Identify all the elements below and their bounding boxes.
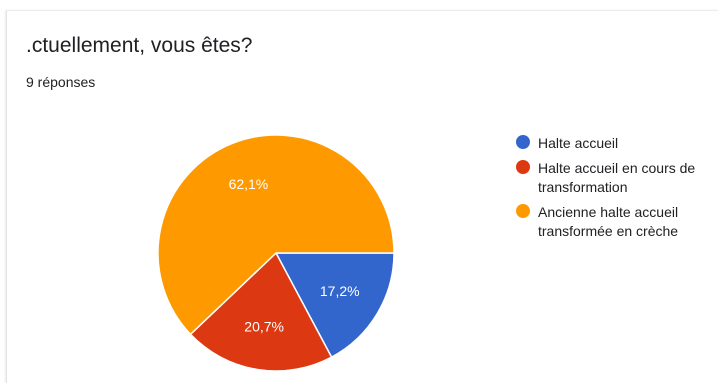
pie-slice-labels: 17,2% 20,7% 62,1% xyxy=(229,176,360,334)
legend-swatch-2 xyxy=(516,204,530,218)
pie-slice-label-2: 62,1% xyxy=(229,176,269,192)
pie-slice-label-0: 17,2% xyxy=(320,283,360,299)
legend-item-1: Halte accueil en cours de transformation xyxy=(516,159,706,197)
legend-label-2: Ancienne halte accueil transformée en cr… xyxy=(538,204,679,239)
legend-label-1: Halte accueil en cours de transformation xyxy=(538,160,696,195)
pie-slice-2 xyxy=(157,134,395,336)
legend-swatch-1 xyxy=(516,160,530,174)
question-title: .ctuellement, vous êtes? xyxy=(26,34,253,57)
pie-slice-1 xyxy=(189,251,333,372)
legend-item-2: Ancienne halte accueil transformée en cr… xyxy=(516,203,706,241)
pie-slices xyxy=(157,134,395,372)
pie-slice-0 xyxy=(274,252,395,359)
pie-slice-label-1: 20,7% xyxy=(244,318,284,334)
response-count: 9 réponses xyxy=(26,74,96,90)
legend-item-0: Halte accueil xyxy=(516,134,706,153)
legend-swatch-0 xyxy=(516,135,530,149)
legend-label-0: Halte accueil xyxy=(538,135,619,151)
chart-legend: Halte accueil Halte accueil en cours de t… xyxy=(516,134,706,247)
